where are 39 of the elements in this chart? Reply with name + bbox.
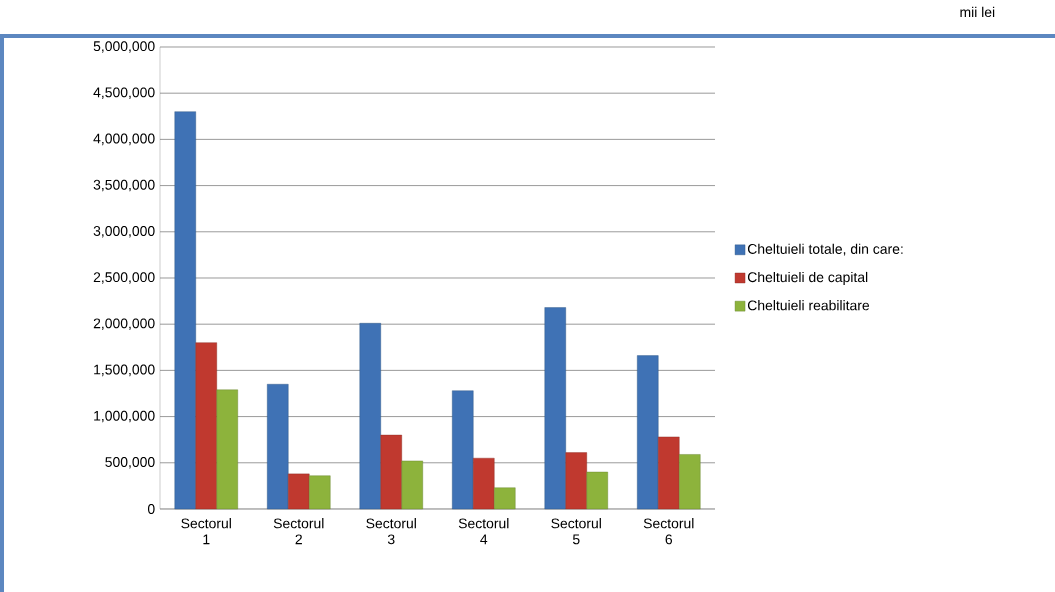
bar [658,436,680,510]
y-tick-label: 1,000,000 [94,410,155,423]
bar [288,473,310,510]
bar [679,454,701,510]
y-tick-label: 4,500,000 [93,87,155,99]
bar [544,307,566,510]
y-tick-label: 2,500,000 [93,272,155,284]
bar [380,434,402,510]
bar [565,452,587,510]
x-tick-label: Sectorul 5 [551,518,601,545]
bar [586,471,608,510]
bar [267,384,289,510]
bar [473,457,495,510]
y-tick-label: 3,500,000 [93,179,155,192]
x-tick-label: Sectorul 1 [181,518,231,545]
bar [309,475,331,510]
legend-label: Cheltuieli reabilitare [747,300,870,311]
legend-label: Cheltuieli de capital [747,271,868,285]
y-tick-label: 3,000,000 [93,226,155,238]
bar [174,111,196,510]
bar [452,390,474,510]
bar [637,355,659,510]
y-tick-label: 1,500,000 [94,364,155,377]
text: mii lei [960,6,995,18]
y-tick-label: 2,000,000 [93,318,155,330]
x-tick-label: Sectorul 4 [458,518,509,545]
bar [494,487,516,510]
legend-label: Cheltuieli totale, din care: [747,243,903,256]
bar [359,323,381,510]
x-tick-label: Sectorul 6 [643,518,694,545]
y-tick-label: 4,000,000 [93,133,155,146]
x-tick-label: Sectorul 3 [366,518,416,545]
bar [195,342,217,510]
bar [216,389,238,510]
x-tick-label: Sectorul 2 [273,518,324,545]
bar [401,460,423,510]
y-tick-label: 5,000,000 [93,41,155,53]
y-tick-label: 0 [147,504,155,514]
y-tick-label: 500,000 [105,457,155,469]
